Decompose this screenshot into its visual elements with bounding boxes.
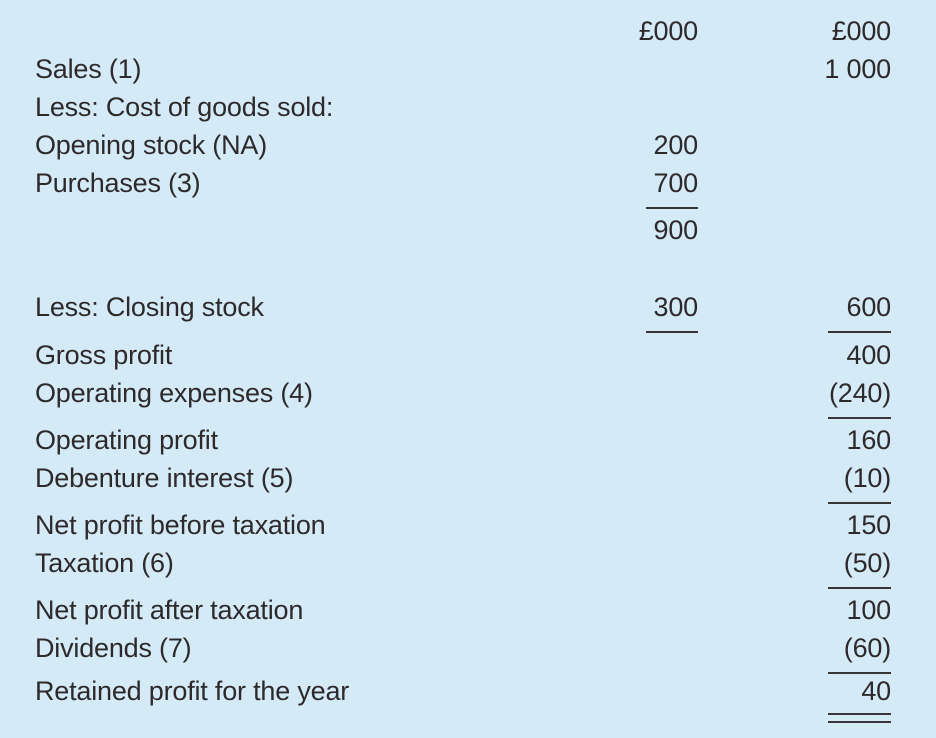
row-label: Opening stock (NA) xyxy=(35,129,267,160)
amount-inner: 700 xyxy=(653,167,699,198)
amount-outer: (60) xyxy=(843,632,891,663)
table-row-operating-expenses: Operating expenses (4) (240) xyxy=(35,374,891,419)
amount-inner: 300 xyxy=(653,291,699,322)
table-row-dividends: Dividends (7) (60) xyxy=(35,629,891,674)
amount-outer: (10) xyxy=(843,462,891,493)
table-row-cost-subtotal: 900 xyxy=(35,211,891,249)
amount-outer: 100 xyxy=(846,594,892,625)
table-row-sales: Sales (1) 1 000 xyxy=(35,50,891,88)
row-label: Net profit after taxation xyxy=(35,594,304,625)
table-row-cost-of-goods-sold-heading: Less: Cost of goods sold: xyxy=(35,88,891,126)
row-label: Operating expenses (4) xyxy=(35,377,313,408)
amount-outer: 600 xyxy=(846,291,892,322)
column-header-outer: £000 xyxy=(831,15,891,46)
table-row-taxation: Taxation (6) (50) xyxy=(35,544,891,589)
row-label: Sales (1) xyxy=(35,53,142,84)
row-label: Purchases (3) xyxy=(35,167,201,198)
column-header-row: £000 £000 xyxy=(35,12,891,50)
table-row-net-profit-before-taxation: Net profit before taxation 150 xyxy=(35,506,891,544)
table-row-opening-stock: Opening stock (NA) 200 xyxy=(35,126,891,164)
row-label: Taxation (6) xyxy=(35,547,174,578)
amount-outer: 40 xyxy=(861,675,891,706)
amount-outer: 160 xyxy=(846,424,892,455)
amount-outer: 150 xyxy=(846,509,892,540)
table-row-operating-profit: Operating profit 160 xyxy=(35,421,891,459)
row-label: Retained profit for the year xyxy=(35,675,350,706)
row-label: Net profit before taxation xyxy=(35,509,326,540)
table-row-net-profit-after-taxation: Net profit after taxation 100 xyxy=(35,591,891,629)
table-row-debenture-interest: Debenture interest (5) (10) xyxy=(35,459,891,504)
table-row-closing-stock: Less: Closing stock 300 600 xyxy=(35,288,892,333)
amount-outer: (240) xyxy=(828,377,891,408)
table-row-retained-profit: Retained profit for the year 40 xyxy=(35,672,891,723)
amount-inner: 200 xyxy=(653,129,699,160)
amount-outer: (50) xyxy=(843,547,891,578)
row-label: Debenture interest (5) xyxy=(35,462,294,493)
row-label: Less: Cost of goods sold: xyxy=(35,91,334,122)
table-row-gross-profit: Gross profit 400 xyxy=(35,336,891,374)
column-header-inner: £000 xyxy=(638,15,698,46)
table-row-purchases: Purchases (3) 700 xyxy=(35,164,891,209)
amount-inner: 900 xyxy=(653,214,699,245)
row-label: Gross profit xyxy=(35,339,173,370)
row-label: Less: Closing stock xyxy=(35,291,264,322)
amount-outer: 400 xyxy=(846,339,892,370)
amount-outer: 1 000 xyxy=(824,53,891,84)
row-label: Dividends (7) xyxy=(35,632,192,663)
row-label: Operating profit xyxy=(35,424,218,455)
